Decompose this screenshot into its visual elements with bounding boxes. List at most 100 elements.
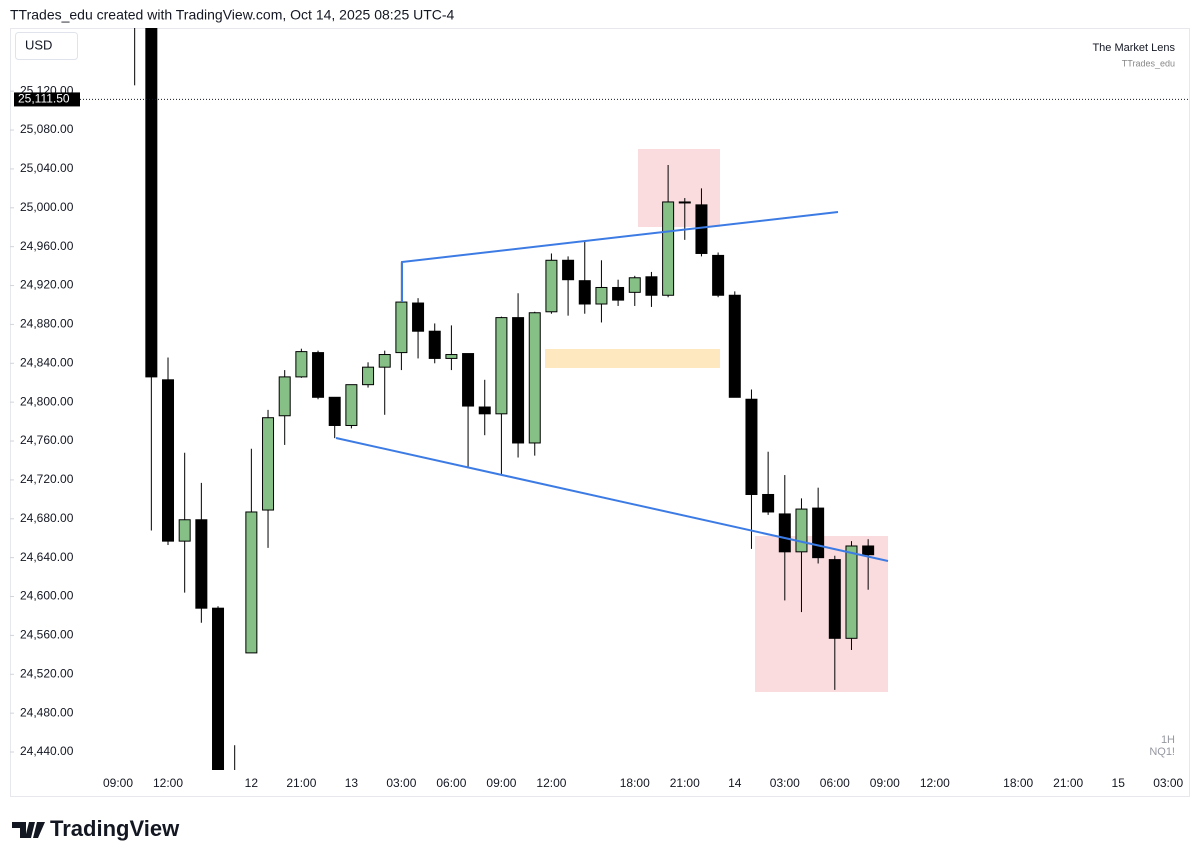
candle-body: [278, 376, 291, 417]
y-tick-label: 24,800.00: [20, 394, 74, 408]
y-tick-label: 25,040.00: [20, 161, 74, 175]
y-tick-label: 24,560.00: [20, 628, 74, 642]
x-tick-label: 14: [728, 776, 742, 790]
y-tick-label: 25,080.00: [20, 122, 74, 136]
candle-body: [528, 312, 541, 444]
x-tick-label: 12: [245, 776, 259, 790]
x-tick-label: 21:00: [1053, 776, 1083, 790]
candle-body: [678, 201, 691, 204]
candle-body: [262, 417, 275, 511]
candles: [134, 28, 875, 810]
x-tick-label: 21:00: [670, 776, 700, 790]
candle-body: [812, 507, 825, 559]
candle-body: [362, 366, 375, 386]
y-tick-label: 24,600.00: [20, 589, 74, 603]
x-tick-label: 18:00: [1003, 776, 1033, 790]
drawings: [545, 149, 888, 692]
x-tick-label: 12:00: [153, 776, 183, 790]
interval: 1H: [1161, 734, 1175, 746]
y-tick-label: 24,440.00: [20, 744, 74, 758]
price-label: 25,111.50: [18, 92, 70, 106]
candle-body: [395, 301, 408, 354]
candle-body: [162, 379, 175, 542]
candle-body: [645, 276, 658, 296]
y-tick-label: 24,640.00: [20, 550, 74, 564]
candle-body: [178, 519, 191, 542]
x-tick-label: 09:00: [103, 776, 133, 790]
brand: TradingView: [50, 816, 180, 841]
logo-mark: [12, 822, 45, 838]
candle-body: [462, 353, 475, 407]
candle-body: [145, 28, 158, 378]
x-tick-label: 03:00: [1153, 776, 1183, 790]
y-tick-label: 24,680.00: [20, 511, 74, 525]
candle-body: [845, 545, 858, 639]
candle-body: [762, 493, 775, 513]
candle-body: [412, 302, 425, 332]
x-tick-label: 21:00: [286, 776, 316, 790]
candle-body: [745, 398, 758, 495]
candle-body: [312, 352, 325, 398]
candle-body: [195, 519, 208, 609]
y-tick-label: 24,480.00: [20, 705, 74, 719]
candle-body: [828, 559, 841, 639]
candle-body: [478, 406, 491, 415]
candle-body: [445, 354, 458, 359]
x-tick-label: 15: [1112, 776, 1126, 790]
candle-body: [345, 384, 358, 426]
candle-body: [212, 607, 225, 770]
candle-body: [795, 508, 808, 553]
candle-body: [295, 351, 308, 378]
currency[interactable]: USD: [25, 37, 52, 52]
y-tick-label: 24,960.00: [20, 239, 74, 253]
trendline: [335, 437, 889, 562]
watermark-author: TTrades_edu: [1122, 58, 1175, 68]
price-label-box: [14, 92, 80, 107]
candle-body: [428, 330, 441, 359]
candle-body: [328, 396, 341, 426]
candle-body: [595, 286, 608, 305]
candle-body: [495, 317, 508, 415]
y-tick-label: 24,880.00: [20, 317, 74, 331]
x-tick-label: 03:00: [770, 776, 800, 790]
y-tick-label: 25,000.00: [20, 200, 74, 214]
candle-body: [612, 286, 625, 301]
x-tick-label: 06:00: [436, 776, 466, 790]
y-tick-label: 24,520.00: [20, 666, 74, 680]
candle-body: [562, 259, 575, 281]
x-tick-label: 03:00: [386, 776, 416, 790]
candle-body: [778, 513, 791, 553]
logo: TradingView: [12, 816, 180, 841]
candle-body: [662, 201, 675, 296]
candle-body: [728, 294, 741, 398]
candle-body: [245, 511, 258, 654]
y-tick-label: 24,720.00: [20, 472, 74, 486]
watermark-title: The Market Lens: [1092, 42, 1175, 54]
candle-body: [712, 254, 725, 296]
candle-body: [862, 545, 875, 556]
candle-body: [378, 354, 391, 368]
y-tick-label: 24,760.00: [20, 433, 74, 447]
header: TTrades_edu created with TradingView.com…: [10, 7, 455, 23]
trendlines: [335, 211, 889, 562]
zone-box: [545, 349, 720, 368]
x-tick-label: 13: [345, 776, 359, 790]
y-tick-label: 24,920.00: [20, 278, 74, 292]
candle-body: [512, 317, 525, 444]
chart-frame: [10, 28, 1190, 797]
zone-box: [638, 149, 720, 227]
x-tick-label: 09:00: [486, 776, 516, 790]
currency-button[interactable]: [15, 32, 78, 60]
zone-box: [755, 536, 888, 692]
x-tick-label: 12:00: [920, 776, 950, 790]
candle-body: [578, 280, 591, 305]
candle-body: [545, 259, 558, 313]
x-tick-label: 09:00: [870, 776, 900, 790]
x-tick-label: 12:00: [536, 776, 566, 790]
x-tick-label: 18:00: [620, 776, 650, 790]
candle-body: [628, 277, 641, 293]
trendline: [401, 211, 839, 302]
candle-body: [229, 791, 240, 810]
